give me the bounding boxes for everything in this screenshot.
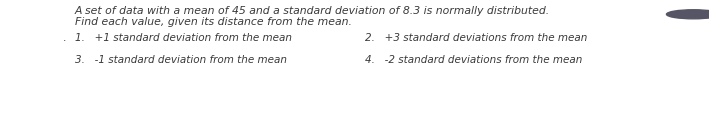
Text: .: . [63, 33, 67, 43]
Text: 1.   +1 standard deviation from the mean: 1. +1 standard deviation from the mean [75, 33, 292, 43]
Text: 4.   -2 standard deviations from the mean: 4. -2 standard deviations from the mean [365, 55, 582, 65]
Text: 2.   +3 standard deviations from the mean: 2. +3 standard deviations from the mean [365, 33, 587, 43]
Circle shape [666, 10, 709, 19]
Text: 3.   -1 standard deviation from the mean: 3. -1 standard deviation from the mean [75, 55, 287, 65]
Text: Find each value, given its distance from the mean.: Find each value, given its distance from… [75, 17, 352, 27]
Text: A set of data with a mean of 45 and a standard deviation of 8.3 is normally dist: A set of data with a mean of 45 and a st… [75, 6, 550, 16]
